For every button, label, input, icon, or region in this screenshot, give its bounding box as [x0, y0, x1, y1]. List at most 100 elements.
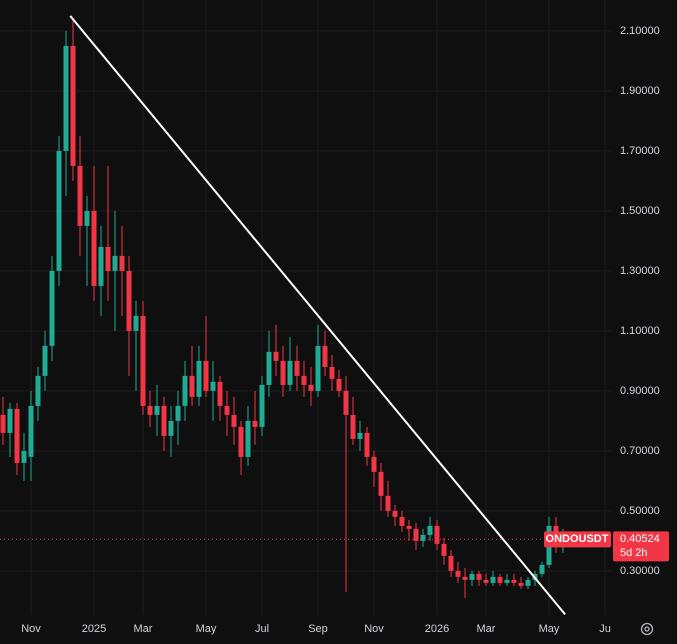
candle-body [511, 579, 517, 583]
x-tick-label: Nov [21, 623, 41, 635]
candle-body [413, 528, 419, 541]
candle-body [112, 255, 118, 271]
candle-body [385, 495, 391, 511]
candle-body [259, 384, 265, 427]
candle-body [294, 360, 300, 376]
candle-body [217, 381, 223, 406]
candle-body [77, 165, 83, 226]
candle-body [518, 582, 524, 586]
candle-body [42, 345, 48, 376]
candle-body [140, 315, 146, 406]
candle-body [315, 345, 321, 391]
candle-body [252, 420, 258, 427]
y-tick-label: 0.30000 [620, 565, 660, 577]
symbol-label: ONDOUSDT [546, 533, 609, 545]
candles [0, 18, 566, 598]
candle-body [210, 381, 216, 391]
x-tick-label: Jul [255, 623, 269, 635]
y-tick-label: 0.50000 [620, 505, 660, 517]
candle-body [308, 384, 314, 391]
candle-body [406, 525, 412, 529]
candle-body [364, 432, 370, 457]
candle-body [203, 360, 209, 391]
candle-body [105, 246, 111, 271]
candle-body [56, 150, 62, 271]
candle-body [357, 432, 363, 439]
candle-body [539, 564, 545, 574]
candle-body [427, 525, 433, 535]
candle-body [133, 315, 139, 331]
candle-body [189, 375, 195, 397]
candle-body [126, 270, 132, 331]
y-tick-label: 1.10000 [620, 325, 660, 337]
x-tick-label: Nov [364, 623, 384, 635]
candle-body [238, 426, 244, 457]
overlay: ONDOUSDT 0.40524 5d 2h [0, 15, 669, 616]
candle-body [175, 405, 181, 421]
candle-body [420, 534, 426, 541]
candle-body [441, 543, 447, 556]
x-tick-label: 2025 [82, 623, 106, 635]
y-tick-label: 2.10000 [620, 25, 660, 37]
candle-body [70, 45, 76, 166]
candle-body [84, 210, 90, 226]
candle-body [245, 420, 251, 457]
candle-body [196, 360, 202, 397]
settings-gear [640, 622, 654, 636]
x-tick-label: Mar [477, 623, 496, 635]
candle-body [497, 576, 503, 583]
trendline [69, 15, 566, 616]
y-tick-label: 1.70000 [620, 145, 660, 157]
candle-body [378, 471, 384, 496]
candle-body [49, 270, 55, 346]
candle-body [336, 378, 342, 391]
candle-body [476, 573, 482, 580]
candle-body [98, 246, 104, 286]
y-tick-label: 0.70000 [620, 445, 660, 457]
candle-body [399, 516, 405, 526]
candle-body [469, 573, 475, 580]
y-tick-label: 1.30000 [620, 265, 660, 277]
candle-body [280, 360, 286, 385]
candle-body [266, 351, 272, 385]
candle-body [147, 405, 153, 415]
candle-body [343, 390, 349, 415]
candle-body [371, 456, 377, 472]
settings-icon[interactable] [640, 622, 654, 636]
candle-body [287, 360, 293, 385]
candle-body [462, 576, 468, 580]
x-tick-label: Sep [308, 623, 328, 635]
candle-body [329, 366, 335, 379]
candle-body [224, 405, 230, 415]
candle-body [14, 408, 20, 463]
candle-body [434, 525, 440, 544]
countdown-label: 5d 2h [620, 547, 648, 559]
candle-body [182, 375, 188, 406]
y-tick-label: 1.50000 [620, 205, 660, 217]
candle-body [392, 510, 398, 517]
x-tick-label: May [196, 623, 217, 635]
y-tick-label: 1.90000 [620, 85, 660, 97]
candle-body [455, 570, 461, 577]
candle-body [322, 345, 328, 367]
symbol-tag [544, 531, 611, 548]
candle-body [91, 210, 97, 286]
candle-body [7, 408, 13, 433]
candle-body [154, 405, 160, 415]
candle-body [119, 255, 125, 271]
x-tick-label: May [539, 623, 560, 635]
candle-body [301, 375, 307, 385]
x-tick-label: 2026 [425, 623, 449, 635]
candle-body [490, 576, 496, 583]
candle-body [161, 405, 167, 436]
candle-body [168, 420, 174, 436]
candle-body [28, 405, 34, 457]
candle-body [35, 375, 41, 406]
candle-body [483, 579, 489, 583]
candle-body [350, 414, 356, 439]
candle-body [448, 555, 454, 571]
price-label: 0.40524 [620, 533, 660, 545]
settings-hub [644, 626, 650, 632]
